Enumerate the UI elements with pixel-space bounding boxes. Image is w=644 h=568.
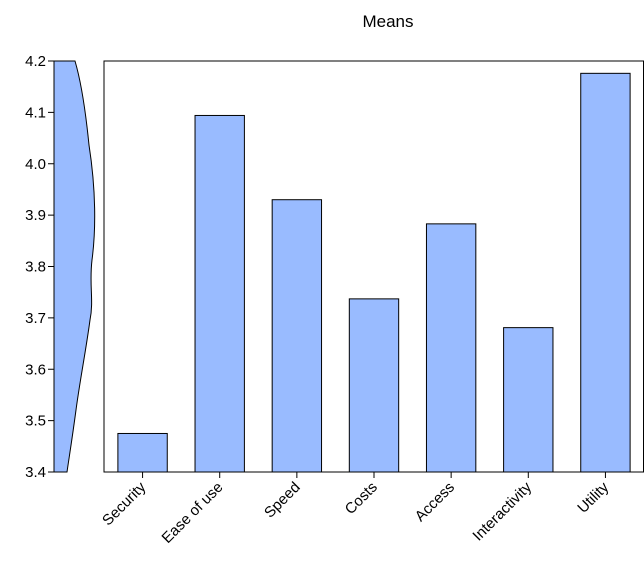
y-tick-label: 3.4 bbox=[25, 464, 46, 481]
y-tick-label: 4.1 bbox=[25, 104, 46, 121]
x-tick-label-access: Access bbox=[412, 479, 458, 525]
chart-title: Means bbox=[362, 12, 413, 31]
x-tick-label-security: Security bbox=[99, 478, 150, 529]
y-tick-label: 4.2 bbox=[25, 53, 46, 70]
x-tick-label-ease-of-use: Ease of use bbox=[159, 479, 227, 547]
density-panel bbox=[53, 60, 96, 473]
y-ticks-group: 3.4 3.5 3.6 3.7 3.8 3.9 4.0 4.1 4.2 bbox=[25, 53, 54, 481]
y-tick-label: 3.5 bbox=[25, 413, 46, 430]
bar-ease-of-use bbox=[194, 114, 245, 473]
bar-interactivity bbox=[503, 327, 554, 473]
bars-group bbox=[117, 72, 631, 473]
x-tick-label-costs: Costs bbox=[342, 479, 381, 518]
y-tick-label: 3.9 bbox=[25, 207, 46, 224]
density-shape bbox=[53, 60, 96, 473]
x-tick-label-speed: Speed bbox=[261, 479, 304, 522]
bar-utility bbox=[580, 72, 631, 473]
x-tick-label-utility: Utility bbox=[574, 478, 612, 516]
x-tick-label-interactivity: Interactivity bbox=[469, 478, 535, 544]
bar-security bbox=[117, 432, 168, 473]
y-tick-label: 3.6 bbox=[25, 361, 46, 378]
bar-speed bbox=[271, 199, 323, 473]
y-tick-label: 3.8 bbox=[25, 259, 46, 276]
bar-access bbox=[425, 223, 477, 473]
y-tick-label: 4.0 bbox=[25, 156, 46, 173]
bar-costs bbox=[348, 298, 400, 473]
y-tick-label: 3.7 bbox=[25, 310, 46, 327]
x-ticks-group: Security Ease of use Speed Costs Access Inter… bbox=[99, 472, 613, 547]
